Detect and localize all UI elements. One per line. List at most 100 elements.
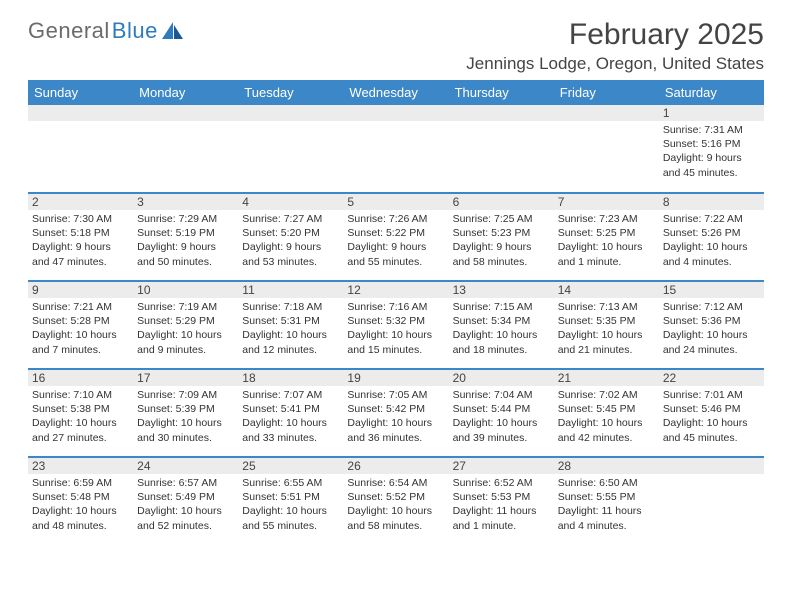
- day-cell: 6Sunrise: 7:25 AMSunset: 5:23 PMDaylight…: [449, 193, 554, 281]
- day-number: 28: [554, 458, 659, 474]
- day-cell: 15Sunrise: 7:12 AMSunset: 5:36 PMDayligh…: [659, 281, 764, 369]
- day-details: [449, 121, 554, 127]
- calendar-table: SundayMondayTuesdayWednesdayThursdayFrid…: [28, 80, 764, 545]
- day-number: 19: [343, 370, 448, 386]
- day-details: Sunrise: 7:01 AMSunset: 5:46 PMDaylight:…: [659, 386, 764, 449]
- day-details: Sunrise: 6:59 AMSunset: 5:48 PMDaylight:…: [28, 474, 133, 537]
- day-details: Sunrise: 7:02 AMSunset: 5:45 PMDaylight:…: [554, 386, 659, 449]
- day-details: Sunrise: 7:27 AMSunset: 5:20 PMDaylight:…: [238, 210, 343, 273]
- day-number: 24: [133, 458, 238, 474]
- day-header: Monday: [133, 80, 238, 105]
- day-number: 22: [659, 370, 764, 386]
- day-cell: 5Sunrise: 7:26 AMSunset: 5:22 PMDaylight…: [343, 193, 448, 281]
- day-details: [659, 474, 764, 480]
- day-details: Sunrise: 7:13 AMSunset: 5:35 PMDaylight:…: [554, 298, 659, 361]
- day-details: Sunrise: 6:54 AMSunset: 5:52 PMDaylight:…: [343, 474, 448, 537]
- day-cell: [133, 105, 238, 193]
- day-cell: [659, 457, 764, 545]
- day-details: Sunrise: 7:16 AMSunset: 5:32 PMDaylight:…: [343, 298, 448, 361]
- day-details: Sunrise: 6:57 AMSunset: 5:49 PMDaylight:…: [133, 474, 238, 537]
- day-cell: 20Sunrise: 7:04 AMSunset: 5:44 PMDayligh…: [449, 369, 554, 457]
- day-cell: 26Sunrise: 6:54 AMSunset: 5:52 PMDayligh…: [343, 457, 448, 545]
- day-details: Sunrise: 7:05 AMSunset: 5:42 PMDaylight:…: [343, 386, 448, 449]
- day-number: 6: [449, 194, 554, 210]
- day-number: 7: [554, 194, 659, 210]
- day-header: Saturday: [659, 80, 764, 105]
- day-details: [343, 121, 448, 127]
- day-cell: 18Sunrise: 7:07 AMSunset: 5:41 PMDayligh…: [238, 369, 343, 457]
- day-details: Sunrise: 7:15 AMSunset: 5:34 PMDaylight:…: [449, 298, 554, 361]
- location: Jennings Lodge, Oregon, United States: [466, 54, 764, 74]
- day-details: Sunrise: 7:18 AMSunset: 5:31 PMDaylight:…: [238, 298, 343, 361]
- day-details: Sunrise: 7:25 AMSunset: 5:23 PMDaylight:…: [449, 210, 554, 273]
- day-number: [449, 105, 554, 107]
- day-details: Sunrise: 7:29 AMSunset: 5:19 PMDaylight:…: [133, 210, 238, 273]
- day-header: Tuesday: [238, 80, 343, 105]
- day-header: Wednesday: [343, 80, 448, 105]
- day-header-row: SundayMondayTuesdayWednesdayThursdayFrid…: [28, 80, 764, 105]
- day-details: [28, 121, 133, 127]
- day-number: 21: [554, 370, 659, 386]
- day-details: Sunrise: 7:07 AMSunset: 5:41 PMDaylight:…: [238, 386, 343, 449]
- week-row: 16Sunrise: 7:10 AMSunset: 5:38 PMDayligh…: [28, 369, 764, 457]
- day-number: [343, 105, 448, 107]
- day-number: 25: [238, 458, 343, 474]
- day-details: Sunrise: 6:52 AMSunset: 5:53 PMDaylight:…: [449, 474, 554, 537]
- day-cell: 17Sunrise: 7:09 AMSunset: 5:39 PMDayligh…: [133, 369, 238, 457]
- day-details: Sunrise: 7:12 AMSunset: 5:36 PMDaylight:…: [659, 298, 764, 361]
- week-row: 1Sunrise: 7:31 AMSunset: 5:16 PMDaylight…: [28, 105, 764, 193]
- week-row: 9Sunrise: 7:21 AMSunset: 5:28 PMDaylight…: [28, 281, 764, 369]
- day-number: 12: [343, 282, 448, 298]
- day-cell: [449, 105, 554, 193]
- day-header: Thursday: [449, 80, 554, 105]
- day-number: 16: [28, 370, 133, 386]
- day-number: 9: [28, 282, 133, 298]
- month-title: February 2025: [466, 18, 764, 52]
- day-cell: 8Sunrise: 7:22 AMSunset: 5:26 PMDaylight…: [659, 193, 764, 281]
- day-cell: [28, 105, 133, 193]
- day-number: 27: [449, 458, 554, 474]
- logo-text-gray: General: [28, 18, 110, 44]
- day-cell: 21Sunrise: 7:02 AMSunset: 5:45 PMDayligh…: [554, 369, 659, 457]
- day-details: Sunrise: 6:55 AMSunset: 5:51 PMDaylight:…: [238, 474, 343, 537]
- day-cell: [554, 105, 659, 193]
- day-cell: 12Sunrise: 7:16 AMSunset: 5:32 PMDayligh…: [343, 281, 448, 369]
- day-cell: 9Sunrise: 7:21 AMSunset: 5:28 PMDaylight…: [28, 281, 133, 369]
- day-number: [554, 105, 659, 107]
- header: GeneralBlue February 2025 Jennings Lodge…: [28, 18, 764, 74]
- day-details: Sunrise: 7:04 AMSunset: 5:44 PMDaylight:…: [449, 386, 554, 449]
- day-details: Sunrise: 7:26 AMSunset: 5:22 PMDaylight:…: [343, 210, 448, 273]
- day-cell: 2Sunrise: 7:30 AMSunset: 5:18 PMDaylight…: [28, 193, 133, 281]
- day-cell: 1Sunrise: 7:31 AMSunset: 5:16 PMDaylight…: [659, 105, 764, 193]
- day-cell: 3Sunrise: 7:29 AMSunset: 5:19 PMDaylight…: [133, 193, 238, 281]
- day-details: Sunrise: 6:50 AMSunset: 5:55 PMDaylight:…: [554, 474, 659, 537]
- day-details: Sunrise: 7:09 AMSunset: 5:39 PMDaylight:…: [133, 386, 238, 449]
- day-number: 26: [343, 458, 448, 474]
- day-cell: 22Sunrise: 7:01 AMSunset: 5:46 PMDayligh…: [659, 369, 764, 457]
- day-details: Sunrise: 7:22 AMSunset: 5:26 PMDaylight:…: [659, 210, 764, 273]
- day-cell: 19Sunrise: 7:05 AMSunset: 5:42 PMDayligh…: [343, 369, 448, 457]
- logo: GeneralBlue: [28, 18, 184, 44]
- day-details: Sunrise: 7:19 AMSunset: 5:29 PMDaylight:…: [133, 298, 238, 361]
- day-cell: 27Sunrise: 6:52 AMSunset: 5:53 PMDayligh…: [449, 457, 554, 545]
- day-number: 13: [449, 282, 554, 298]
- day-cell: 23Sunrise: 6:59 AMSunset: 5:48 PMDayligh…: [28, 457, 133, 545]
- title-block: February 2025 Jennings Lodge, Oregon, Un…: [466, 18, 764, 74]
- day-details: Sunrise: 7:23 AMSunset: 5:25 PMDaylight:…: [554, 210, 659, 273]
- day-number: [28, 105, 133, 107]
- day-details: [554, 121, 659, 127]
- day-number: 11: [238, 282, 343, 298]
- day-details: Sunrise: 7:31 AMSunset: 5:16 PMDaylight:…: [659, 121, 764, 184]
- day-number: 10: [133, 282, 238, 298]
- day-number: [659, 458, 764, 460]
- day-number: 4: [238, 194, 343, 210]
- day-details: Sunrise: 7:30 AMSunset: 5:18 PMDaylight:…: [28, 210, 133, 273]
- day-number: 8: [659, 194, 764, 210]
- day-cell: 24Sunrise: 6:57 AMSunset: 5:49 PMDayligh…: [133, 457, 238, 545]
- day-cell: 25Sunrise: 6:55 AMSunset: 5:51 PMDayligh…: [238, 457, 343, 545]
- day-cell: 7Sunrise: 7:23 AMSunset: 5:25 PMDaylight…: [554, 193, 659, 281]
- logo-sail-icon: [162, 22, 184, 40]
- day-cell: [238, 105, 343, 193]
- day-cell: [343, 105, 448, 193]
- day-cell: 14Sunrise: 7:13 AMSunset: 5:35 PMDayligh…: [554, 281, 659, 369]
